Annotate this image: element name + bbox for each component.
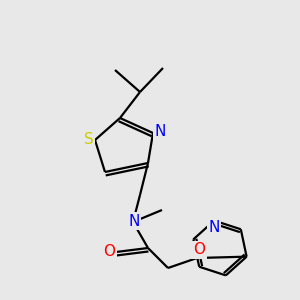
Text: N: N bbox=[154, 124, 166, 139]
Text: N: N bbox=[208, 220, 220, 235]
Text: S: S bbox=[84, 133, 94, 148]
Text: N: N bbox=[128, 214, 140, 229]
Text: O: O bbox=[193, 242, 205, 257]
Text: O: O bbox=[103, 244, 115, 260]
